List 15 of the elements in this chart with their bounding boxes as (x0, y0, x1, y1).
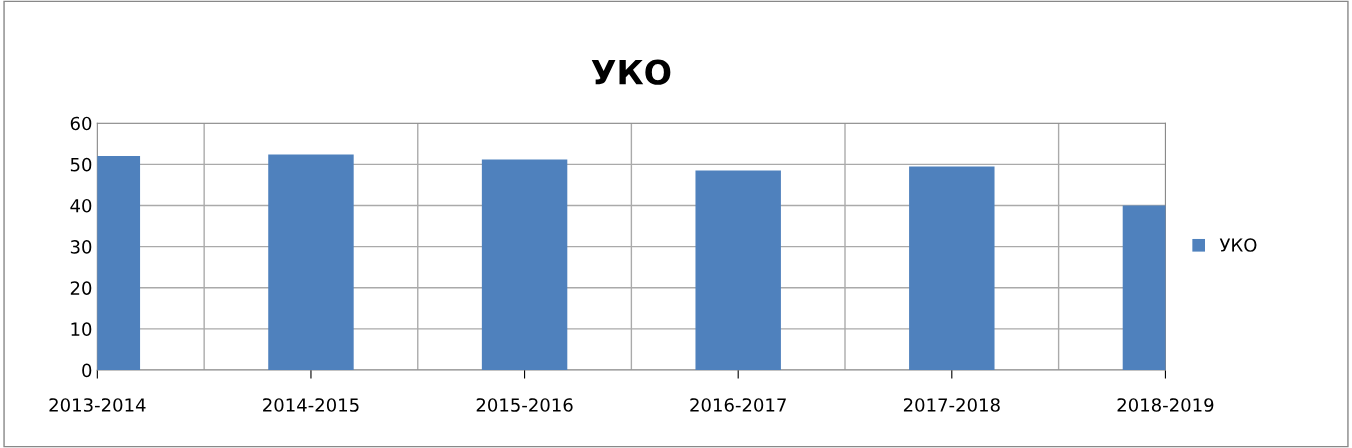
y-tick-label: 30 (70, 240, 92, 254)
y-tick-label: 20 (70, 281, 92, 295)
x-tick-label: 2017-2018 (903, 398, 1000, 412)
y-tick-label: 0 (82, 363, 92, 378)
x-tick-label: 2015-2016 (476, 398, 573, 412)
y-tick-label: 50 (70, 157, 92, 172)
y-tick-label: 60 (70, 116, 92, 131)
x-tick-label: 2018-2019 (1117, 398, 1214, 412)
x-tick-label: 2013-2014 (49, 398, 146, 412)
y-tick-label: 10 (71, 322, 92, 337)
x-tick-label: 2014-2015 (263, 398, 359, 412)
x-tick-label: 2016-2017 (690, 398, 786, 412)
legend-label: УКО (1219, 238, 1257, 252)
chart-title: УКО (591, 59, 671, 85)
y-tick-label: 40 (70, 198, 92, 213)
